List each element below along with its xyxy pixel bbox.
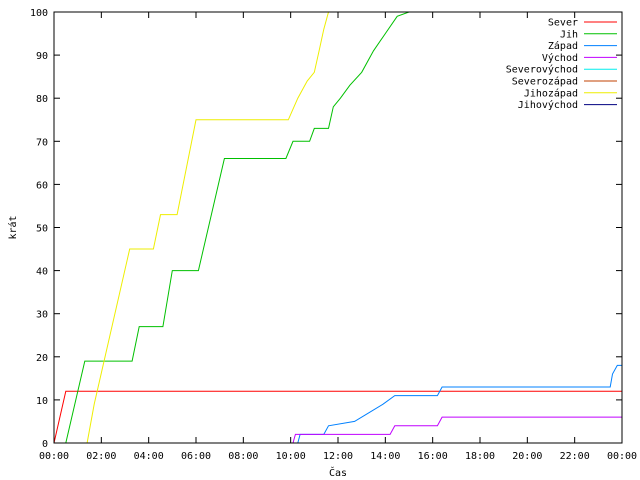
x-tick-label: 04:00: [134, 451, 164, 462]
series-line-2: [297, 364, 622, 444]
y-tick-label: 70: [36, 137, 48, 148]
legend-label: Východ: [542, 52, 578, 64]
y-tick-label: 60: [36, 180, 48, 191]
series-line-0: [53, 390, 622, 444]
y-tick-label: 80: [36, 94, 48, 105]
y-tick-label: 90: [36, 51, 48, 62]
series-layer: [53, 11, 622, 444]
x-tick-label: 06:00: [181, 451, 211, 462]
legend-label: Jihozápad: [524, 87, 578, 99]
y-tick-label: 100: [30, 8, 48, 19]
legend-label: Západ: [548, 40, 578, 52]
x-tick-label: 02:00: [86, 451, 116, 462]
x-tick-label: 16:00: [418, 451, 448, 462]
y-tick-label: 0: [42, 439, 48, 450]
x-tick-label: 18:00: [465, 451, 495, 462]
x-tick-label: 08:00: [228, 451, 258, 462]
legend-label: Severozápad: [512, 76, 578, 88]
legend-label: Sever: [548, 18, 578, 29]
x-tick-label: 14:00: [370, 451, 400, 462]
y-axis-title: krát: [7, 215, 19, 239]
series-line-6: [86, 11, 338, 444]
x-axis-title: Čas: [329, 466, 347, 479]
x-tick-label: 10:00: [276, 451, 306, 462]
plot-frame: [53, 11, 623, 444]
x-tick-label: 12:00: [323, 451, 353, 462]
x-tick-label: 00:00: [39, 451, 69, 462]
y-tick-label: 20: [36, 353, 48, 364]
x-tick-label: 22:00: [560, 451, 590, 462]
series-line-1: [65, 11, 622, 444]
y-tick-label: 50: [36, 224, 48, 235]
y-tick-label: 10: [36, 396, 48, 407]
ticks-layer: 0 10 20 30 40 50 60 70 80 90 100 00:00 02:00 04:00 06:…: [30, 8, 637, 462]
x-tick-label: 00:00: [607, 451, 637, 462]
legend-label: Jihovýchod: [518, 99, 578, 111]
x-tick-label: 20:00: [512, 451, 542, 462]
legend-label: Jih: [560, 29, 578, 40]
y-tick-label: 30: [36, 310, 48, 321]
legend: SeverJihZápadVýchodSeverovýchodSeverozáp…: [506, 18, 617, 111]
y-tick-label: 40: [36, 267, 48, 278]
legend-label: Severovýchod: [506, 64, 578, 76]
series-line-3: [292, 416, 622, 444]
